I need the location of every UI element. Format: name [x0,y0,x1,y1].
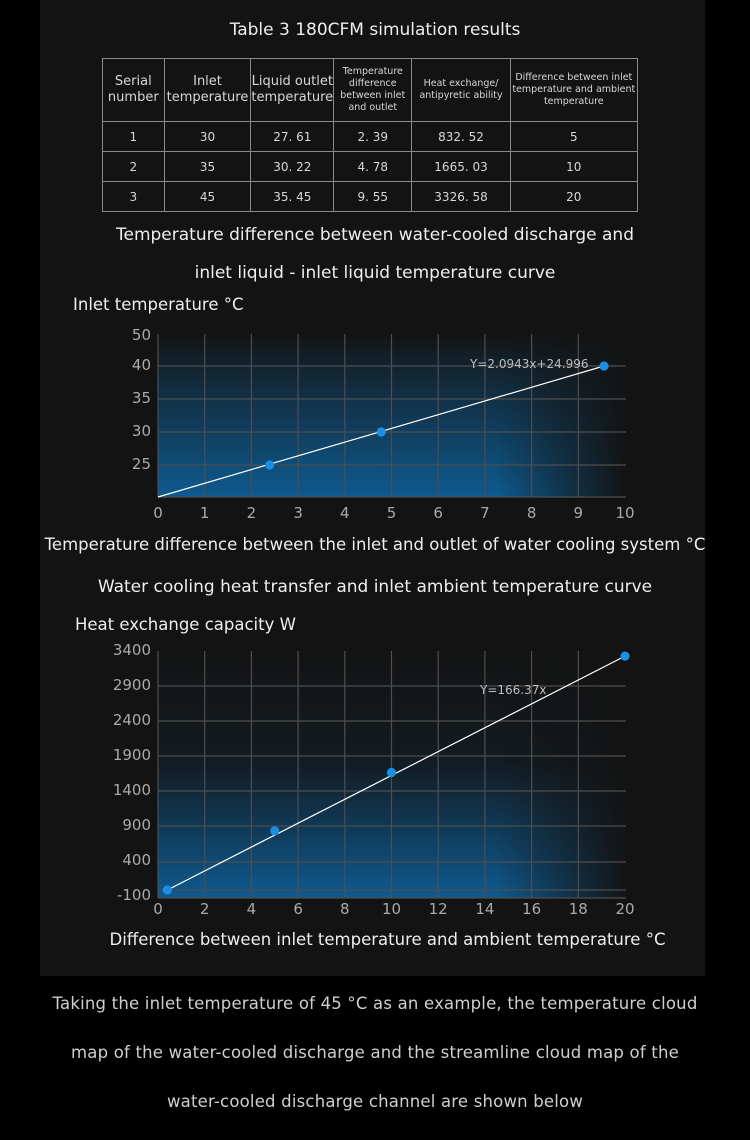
x-tick-label: 7 [480,504,490,522]
table-cell: 3 [102,181,165,212]
y-tick-label: 2400 [112,711,151,729]
plot-gradient-fade [158,334,628,497]
y-tick-label: 25 [131,455,151,473]
data-point [270,826,280,836]
y-tick-label: 2900 [112,676,151,694]
header-inlet-temperature: Inlet temperature [163,58,252,122]
chart2-y-axis-title: Heat exchange capacity W [75,615,296,634]
table-row: 1 30 27. 61 2. 39 832. 52 5 [102,121,639,152]
x-tick-label: 20 [615,900,635,918]
x-tick-label: 0 [153,900,163,918]
table-cell: 1 [102,121,165,152]
table-cell: 35 [163,151,252,182]
x-tick-label: 2 [199,900,210,918]
data-point [386,767,397,778]
footer-line-1: Taking the inlet temperature of 45 °C as… [52,994,698,1013]
x-tick-label: 6 [293,900,303,918]
x-tick-label: 18 [568,900,588,918]
x-tick-label: 9 [573,504,584,522]
table-cell: 27. 61 [250,121,335,152]
x-tick-label: 4 [246,900,257,918]
table-cell: 45 [163,181,252,212]
trendline [167,655,626,891]
table-header-row: Serial number Inlet temperature Liquid o… [102,58,639,122]
x-tick-label: 1 [199,504,210,522]
table-cell: 9. 55 [333,181,413,212]
table-title: Table 3 180CFM simulation results [229,20,521,40]
table-row: 3 45 35. 45 9. 55 3326. 58 20 [102,181,639,212]
chart2-x-axis-title: Difference between inlet temperature and… [109,930,666,949]
x-tick-label: 8 [526,504,537,522]
x-tick-label: 8 [340,900,350,918]
x-tick-label: 10 [381,900,402,918]
x-tick-label: 2 [246,504,257,522]
table-row: 2 35 30. 22 4. 78 1665. 03 10 [102,151,639,182]
x-tick-label: 12 [428,900,448,918]
x-tick-label: 4 [340,504,350,522]
table-cell: 20 [509,181,639,212]
trendline-equation: Y=2.0943x+24.996 [469,357,589,371]
chart2-title: Water cooling heat transfer and inlet am… [97,577,653,597]
y-tick-label: 3400 [112,641,151,659]
y-tick-label: -100 [116,886,151,904]
trendline-equation: Y=166.37x [479,683,546,697]
chart1-plot: Y=2.0943x+24.996 [157,334,628,498]
y-tick-label: 1400 [112,781,151,799]
table-cell: 4. 78 [333,151,413,182]
x-tick-label: 10 [615,504,635,522]
y-tick-label: 35 [131,389,151,407]
footer-line-3: water-cooled discharge channel are shown… [166,1092,584,1111]
chart1-title-line2: inlet liquid - inlet liquid temperature … [194,263,556,283]
x-tick-label: 3 [293,504,303,522]
table-cell: 3326. 58 [411,181,511,212]
y-tick-label: 1900 [112,746,151,764]
table-cell: 30. 22 [250,151,335,182]
x-tick-label: 16 [522,900,542,918]
x-tick-label: 6 [433,504,443,522]
y-tick-label: 900 [122,816,151,834]
header-ambient-difference: Difference between inlet temperature and… [509,58,639,122]
header-heat-exchange: Heat exchange/ antipyretic ability [411,58,511,122]
x-tick-label: 0 [153,504,163,522]
data-point [376,427,386,437]
chart1-title-line1: Temperature difference between water-coo… [116,225,634,245]
footer-line-2: map of the water-cooled discharge and th… [71,1043,679,1062]
data-point [265,460,275,470]
chart2-plot: Y=166.37x [157,651,630,899]
header-temperature-difference: Temperature difference between inlet and… [333,58,413,122]
data-point [599,361,609,371]
y-tick-label: 50 [131,326,151,344]
y-tick-label: 40 [131,356,151,374]
x-tick-label: 5 [386,504,397,522]
simulation-results-table: Serial number Inlet temperature Liquid o… [102,58,639,212]
data-point [162,885,172,895]
table-cell: 35. 45 [250,181,335,212]
data-point [620,651,630,661]
chart1-y-axis-title: Inlet temperature °C [73,295,244,314]
y-tick-label: 400 [122,851,151,869]
y-tick-label: 30 [131,422,151,440]
header-liquid-outlet-temperature: Liquid outlet temperature [250,58,335,122]
x-tick-label: 14 [475,900,495,918]
chart1-x-axis-title: Temperature difference between the inlet… [44,535,706,554]
table-cell: 832. 52 [411,121,511,152]
